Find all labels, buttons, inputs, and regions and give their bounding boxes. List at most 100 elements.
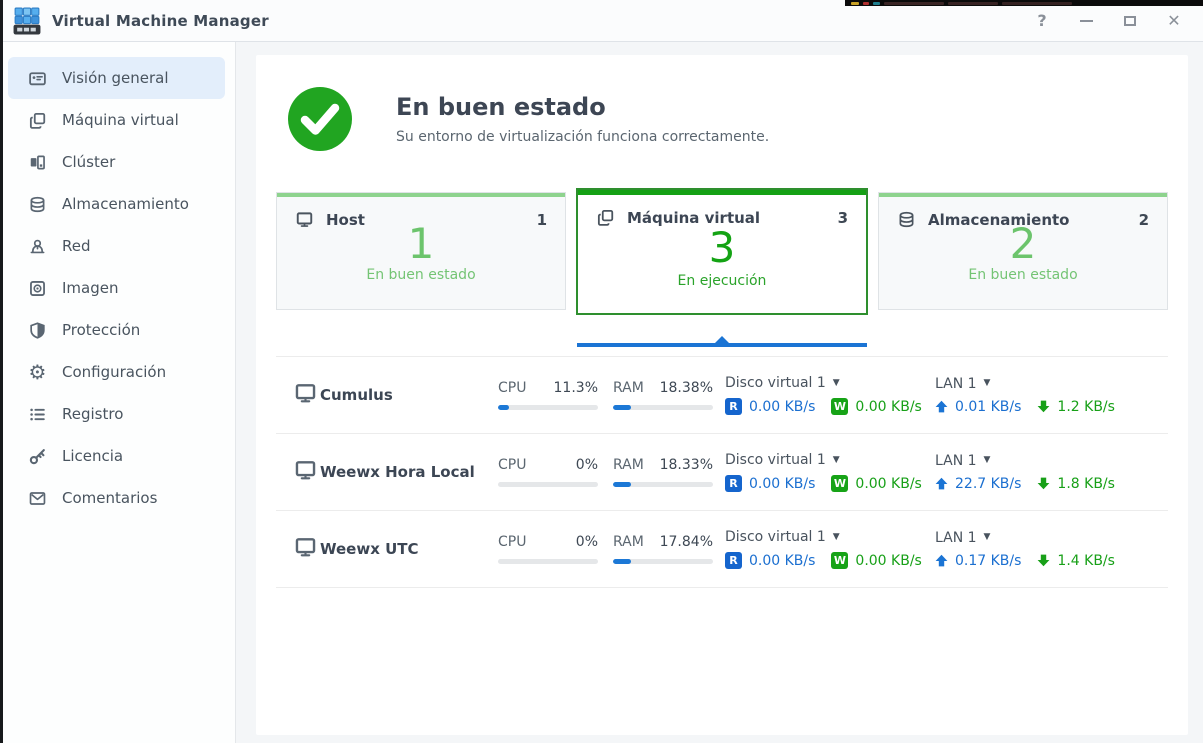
vm-name: Weewx UTC bbox=[320, 540, 498, 558]
card-maquina-virtual[interactable]: Máquina virtual 3 3 En ejecución bbox=[576, 188, 868, 315]
monitor-icon bbox=[276, 381, 320, 409]
summary-cards: Host 1 1 En buen estado Máquina virtual … bbox=[276, 192, 1168, 315]
card-status: En ejecución bbox=[578, 273, 866, 289]
read-badge: R bbox=[725, 552, 742, 569]
sidebar-item-label: Almacenamiento bbox=[62, 195, 189, 213]
upload-arrow-icon bbox=[935, 477, 948, 490]
sidebar-item-label: Protección bbox=[62, 321, 140, 339]
cpu-stat: CPU0% bbox=[498, 457, 598, 487]
ram-progressbar bbox=[613, 405, 713, 410]
tab-indicator-row bbox=[276, 336, 1168, 347]
chevron-down-icon: ▼ bbox=[833, 533, 840, 542]
envelope-icon bbox=[28, 489, 47, 508]
vm-name: Weewx Hora Local bbox=[320, 463, 498, 481]
sidebar-item-configuracion[interactable]: ⚙ Configuración bbox=[8, 351, 225, 393]
ram-stat: RAM17.84% bbox=[613, 534, 713, 564]
main-area: En buen estado Su entorno de virtualizac… bbox=[236, 42, 1203, 743]
upload-speed: 22.7 KB/s bbox=[955, 476, 1021, 492]
virtual-machine-icon bbox=[596, 208, 615, 227]
vm-row-cumulus[interactable]: Cumulus CPU11.3% RAM18.38% Disco virtual… bbox=[276, 357, 1168, 434]
chevron-down-icon: ▼ bbox=[833, 379, 840, 388]
card-status: En buen estado bbox=[277, 267, 565, 283]
sidebar: Visión general Máquina virtual Clúster A… bbox=[0, 42, 236, 743]
card-big-value: 3 bbox=[578, 227, 866, 269]
sidebar-item-label: Imagen bbox=[62, 279, 118, 297]
sidebar-item-maquina-virtual[interactable]: Máquina virtual bbox=[8, 99, 225, 141]
window-left-edge bbox=[0, 0, 3, 743]
lan-dropdown[interactable]: LAN 1▼ bbox=[935, 376, 1145, 392]
card-count: 2 bbox=[1139, 211, 1149, 229]
disk-dropdown[interactable]: Disco virtual 1▼ bbox=[725, 375, 925, 391]
cluster-icon bbox=[28, 153, 47, 172]
sidebar-item-comentarios[interactable]: Comentarios bbox=[8, 477, 225, 519]
sidebar-item-red[interactable]: Red bbox=[8, 225, 225, 267]
lan-dropdown[interactable]: LAN 1▼ bbox=[935, 530, 1145, 546]
write-badge: W bbox=[831, 552, 848, 569]
background-window-sliver bbox=[845, 0, 1203, 6]
disk-stat: Disco virtual 1▼ R0.00 KB/s W0.00 KB/s bbox=[725, 529, 925, 569]
chevron-down-icon: ▼ bbox=[984, 379, 991, 388]
ram-stat: RAM18.38% bbox=[613, 380, 713, 410]
sidebar-item-licencia[interactable]: Licencia bbox=[8, 435, 225, 477]
sidebar-item-imagen[interactable]: Imagen bbox=[8, 267, 225, 309]
ram-value: 18.38% bbox=[660, 380, 713, 396]
cpu-stat: CPU0% bbox=[498, 534, 598, 564]
monitor-icon bbox=[276, 535, 320, 563]
disk-dropdown[interactable]: Disco virtual 1▼ bbox=[725, 452, 925, 468]
vm-name: Cumulus bbox=[320, 386, 498, 404]
cpu-value: 0% bbox=[576, 457, 598, 473]
sidebar-item-vision-general[interactable]: Visión general bbox=[8, 57, 225, 99]
vm-row-weewx-utc[interactable]: Weewx UTC CPU0% RAM17.84% Disco virtual … bbox=[276, 511, 1168, 588]
cpu-stat: CPU11.3% bbox=[498, 380, 598, 410]
cpu-label: CPU bbox=[498, 534, 526, 550]
write-speed: 0.00 KB/s bbox=[855, 399, 921, 415]
upload-speed: 0.01 KB/s bbox=[955, 399, 1021, 415]
image-icon bbox=[28, 279, 47, 298]
sidebar-item-label: Red bbox=[62, 237, 91, 255]
sidebar-item-cluster[interactable]: Clúster bbox=[8, 141, 225, 183]
minimize-icon bbox=[1080, 20, 1093, 22]
storage-icon bbox=[28, 195, 47, 214]
sidebar-item-label: Registro bbox=[62, 405, 123, 423]
ram-progressbar bbox=[613, 482, 713, 487]
cpu-progressbar bbox=[498, 559, 598, 564]
ram-value: 18.33% bbox=[660, 457, 713, 473]
vm-row-weewx-hora-local[interactable]: Weewx Hora Local CPU0% RAM 18.33% Disco v… bbox=[276, 434, 1168, 511]
ram-stat: RAM 18.33% bbox=[613, 457, 713, 487]
sidebar-item-label: Configuración bbox=[62, 363, 166, 381]
download-speed: 1.8 KB/s bbox=[1057, 476, 1115, 492]
shield-icon bbox=[28, 321, 47, 340]
read-speed: 0.00 KB/s bbox=[749, 553, 815, 569]
sidebar-item-almacenamiento[interactable]: Almacenamiento bbox=[8, 183, 225, 225]
card-host[interactable]: Host 1 1 En buen estado bbox=[276, 192, 566, 310]
minimize-button[interactable] bbox=[1077, 12, 1095, 30]
disk-dropdown[interactable]: Disco virtual 1▼ bbox=[725, 529, 925, 545]
write-speed: 0.00 KB/s bbox=[855, 476, 921, 492]
sidebar-item-label: Máquina virtual bbox=[62, 111, 179, 129]
network-icon bbox=[28, 237, 47, 256]
lan-dropdown[interactable]: LAN 1▼ bbox=[935, 453, 1145, 469]
download-arrow-icon bbox=[1037, 400, 1050, 413]
lan-stat: LAN 1▼ 22.7 KB/s 1.8 KB/s bbox=[935, 453, 1145, 492]
card-almacenamiento[interactable]: Almacenamiento 2 2 En buen estado bbox=[878, 192, 1168, 310]
ram-label: RAM bbox=[613, 457, 644, 473]
cpu-label: CPU bbox=[498, 380, 526, 396]
disk-stat: Disco virtual 1▼ R0.00 KB/s W0.00 KB/s bbox=[725, 375, 925, 415]
sidebar-item-label: Licencia bbox=[62, 447, 123, 465]
card-title: Host bbox=[326, 211, 365, 229]
maximize-button[interactable] bbox=[1121, 12, 1139, 30]
close-button[interactable]: ✕ bbox=[1165, 12, 1183, 30]
help-button[interactable]: ? bbox=[1033, 12, 1051, 30]
maximize-icon bbox=[1124, 16, 1136, 26]
app-title: Virtual Machine Manager bbox=[52, 12, 269, 30]
card-title: Almacenamiento bbox=[928, 211, 1069, 229]
log-list-icon bbox=[28, 405, 47, 424]
cpu-progressbar bbox=[498, 482, 598, 487]
chevron-down-icon: ▼ bbox=[833, 456, 840, 465]
storage-icon bbox=[897, 210, 916, 229]
ram-label: RAM bbox=[613, 534, 644, 550]
sidebar-item-proteccion[interactable]: Protección bbox=[8, 309, 225, 351]
download-arrow-icon bbox=[1037, 554, 1050, 567]
download-speed: 1.2 KB/s bbox=[1057, 399, 1115, 415]
sidebar-item-registro[interactable]: Registro bbox=[8, 393, 225, 435]
